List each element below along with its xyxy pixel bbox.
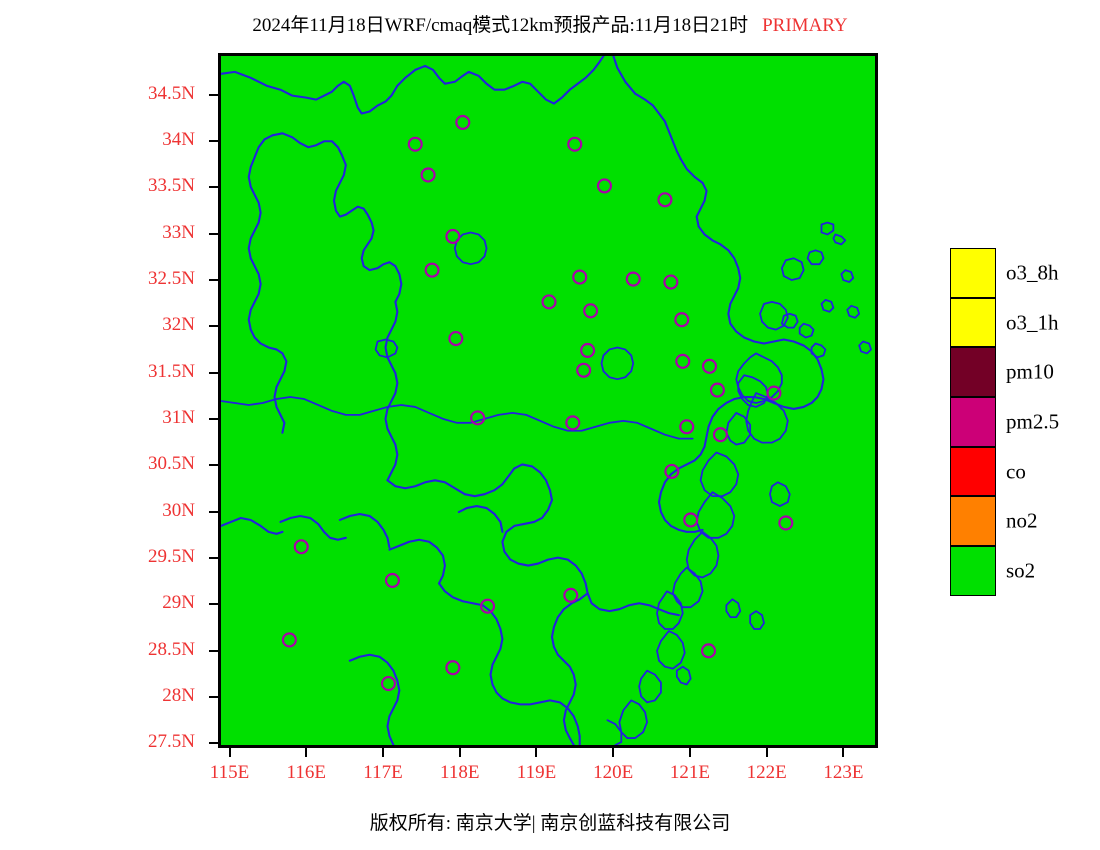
y-axis-label: 33.5N xyxy=(148,175,195,197)
y-axis-label: 30.5N xyxy=(148,453,195,475)
x-axis-label: 123E xyxy=(823,762,864,783)
y-axis-tick xyxy=(209,186,218,189)
legend-label: pm10 xyxy=(1006,359,1054,384)
x-axis-tick xyxy=(765,748,768,757)
y-axis-tick xyxy=(209,649,218,652)
legend-item-pm2-5[interactable]: pm2.5 xyxy=(950,397,1059,447)
province-boundaries xyxy=(221,56,825,745)
y-axis-label: 31.5N xyxy=(148,360,195,382)
legend-swatch-no2 xyxy=(950,496,996,547)
y-axis-label: 34N xyxy=(162,129,195,151)
legend-label: no2 xyxy=(1006,508,1038,533)
y-axis-tick xyxy=(209,557,218,560)
y-axis-label: 32N xyxy=(162,314,195,336)
y-axis-tick xyxy=(209,279,218,282)
legend-swatch-o3-8h xyxy=(950,248,996,298)
x-axis-label: 115E xyxy=(209,762,250,783)
legend-item-co[interactable]: co xyxy=(950,446,1026,497)
x-axis-label: 119E xyxy=(516,762,557,783)
y-axis-label: 29.5N xyxy=(148,546,195,568)
y-axis-tick xyxy=(209,418,218,421)
legend-label: co xyxy=(1006,459,1026,484)
x-axis-label: 121E xyxy=(669,762,711,783)
y-axis-label: 33N xyxy=(162,221,195,243)
legend-swatch-so2 xyxy=(950,546,996,596)
x-axis-label: 116E xyxy=(286,762,326,783)
y-axis-tick xyxy=(209,603,218,606)
y-axis-tick xyxy=(209,140,218,143)
page-title: 2024年11月18日WRF/cmaq模式12km预报产品:11月18日21时 P… xyxy=(0,10,1100,37)
x-axis-tick xyxy=(842,748,845,757)
x-axis-tick xyxy=(612,748,615,757)
legend-label: o3_1h xyxy=(1006,310,1059,335)
legend-item-o3-8h[interactable]: o3_8h xyxy=(950,248,1059,298)
y-axis-label: 30N xyxy=(162,499,195,521)
x-axis-label: 120E xyxy=(593,762,634,783)
legend-swatch-pm10 xyxy=(950,347,996,398)
y-axis-tick xyxy=(209,93,218,96)
copyright-footer: 版权所有: 南京大学| 南京创蓝科技有限公司 xyxy=(369,813,731,834)
x-axis-tick xyxy=(688,748,691,757)
y-axis-tick xyxy=(209,232,218,235)
x-axis-label: 118E xyxy=(440,762,480,783)
y-axis-tick xyxy=(209,325,218,328)
y-axis-label: 34.5N xyxy=(148,82,195,104)
y-axis-label: 28N xyxy=(162,685,195,707)
legend-panel: o3_8h o3_1h pm10 pm2.5 co no2 so2 xyxy=(950,248,1059,596)
x-axis-tick xyxy=(382,748,384,757)
x-axis-label: 117E xyxy=(363,762,403,783)
legend-swatch-co xyxy=(950,446,996,497)
x-axis-tick xyxy=(535,748,538,757)
y-axis-label: 27.5N xyxy=(148,731,195,753)
legend-item-pm10[interactable]: pm10 xyxy=(950,347,1054,398)
map-vector-layer xyxy=(221,56,872,745)
y-axis-tick xyxy=(209,510,218,513)
y-axis-label: 31N xyxy=(162,407,195,429)
x-axis-tick xyxy=(228,748,231,757)
legend-label: pm2.5 xyxy=(1006,409,1060,434)
y-axis-label: 28.5N xyxy=(148,638,195,660)
y-axis-tick xyxy=(209,742,218,745)
legend-swatch-o3-1h xyxy=(950,297,996,348)
title-main-text: 2024年11月18日WRF/cmaq模式12km预报产品:11月18日21时 xyxy=(252,15,749,36)
x-axis-tick xyxy=(458,748,461,757)
legend-item-o3-1h[interactable]: o3_1h xyxy=(950,297,1059,348)
x-axis-label: 122E xyxy=(746,762,787,783)
y-axis-label: 32.5N xyxy=(148,268,195,290)
title-primary-flag: PRIMARY xyxy=(762,15,848,36)
station-markers xyxy=(281,114,794,692)
y-axis-tick xyxy=(209,464,218,467)
x-axis-tick xyxy=(305,748,308,757)
legend-label: so2 xyxy=(1006,558,1036,583)
legend-label: o3_8h xyxy=(1006,260,1059,285)
y-axis-tick xyxy=(209,371,218,374)
coastline-and-islands xyxy=(221,221,872,745)
legend-item-so2[interactable]: so2 xyxy=(950,546,1035,596)
y-axis-tick xyxy=(209,696,218,699)
legend-swatch-pm2-5 xyxy=(950,397,996,447)
y-axis-label: 29N xyxy=(162,592,195,614)
map-plot-area[interactable] xyxy=(218,53,878,748)
legend-item-no2[interactable]: no2 xyxy=(950,496,1038,547)
